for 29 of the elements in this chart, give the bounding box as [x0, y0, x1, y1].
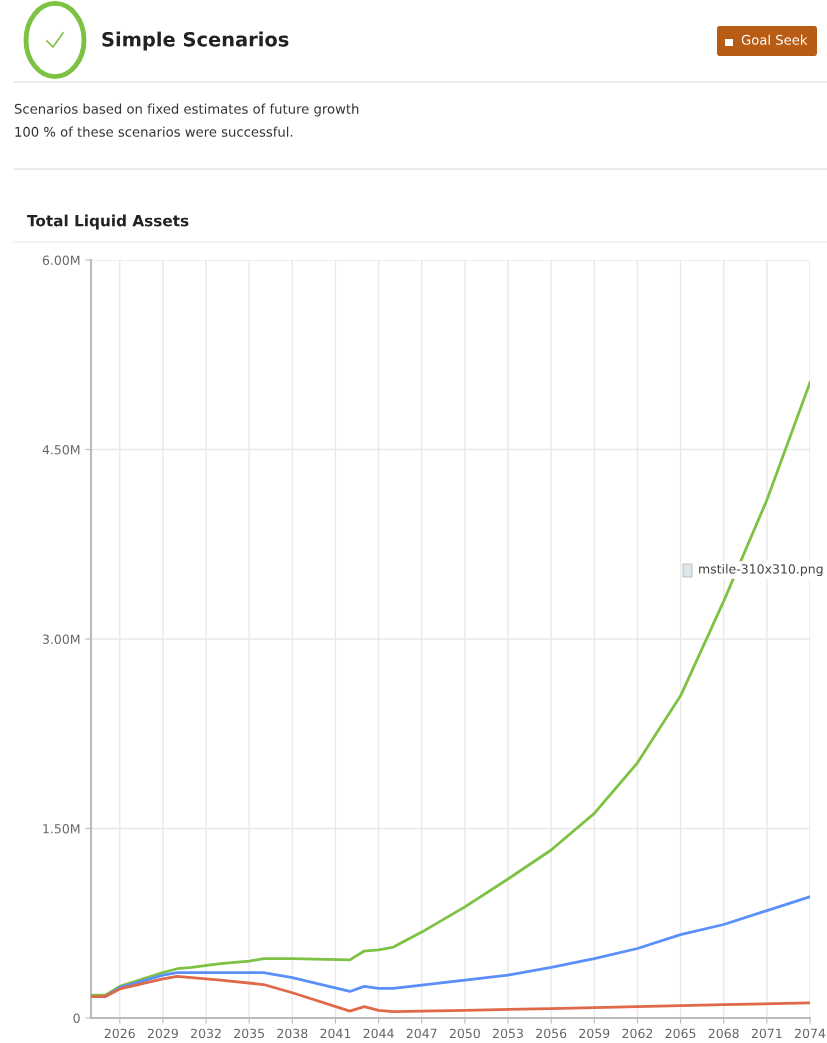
x-tick-label: 2047 — [406, 1028, 437, 1039]
chart-title: Total Liquid Assets — [27, 214, 189, 230]
x-tick-label: 2035 — [234, 1028, 264, 1039]
x-tick-label: 2071 — [751, 1028, 782, 1039]
x-tick-label: 2041 — [320, 1028, 351, 1039]
text: Goal Seek — [741, 34, 808, 45]
text: Simple Scenarios — [102, 31, 289, 51]
x-tick-label: 2062 — [622, 1028, 653, 1039]
y-tick-label: 4.50M — [42, 444, 80, 455]
x-tick-label: 2068 — [708, 1028, 739, 1039]
y-tick-label: 0 — [73, 1013, 80, 1023]
x-tick-label: 2053 — [493, 1028, 523, 1039]
x-tick-label: 2056 — [536, 1028, 567, 1039]
x-tick-label: 2044 — [363, 1028, 394, 1039]
x-tick-label: 2026 — [104, 1028, 135, 1039]
text: 100 % of these scenarios were successful. — [15, 126, 293, 137]
annotation: mstile-310x310.png — [699, 563, 823, 577]
x-tick-label: 2038 — [277, 1028, 308, 1039]
y-tick-label: 6.00M — [42, 255, 80, 265]
x-tick-label: 2032 — [191, 1028, 221, 1039]
x-tick-label: 2050 — [449, 1028, 480, 1039]
x-tick-label: 2074 — [795, 1028, 826, 1039]
y-tick-label: 3.00M — [42, 634, 80, 644]
x-tick-label: 2065 — [665, 1028, 696, 1039]
line-series — [91, 974, 810, 1014]
text: Scenarios based on fixed estimates of future growth — [14, 103, 359, 117]
x-tick-label: 2029 — [147, 1028, 178, 1039]
x-tick-label: 2059 — [579, 1028, 610, 1039]
y-tick-label: 1.50M — [43, 823, 80, 834]
